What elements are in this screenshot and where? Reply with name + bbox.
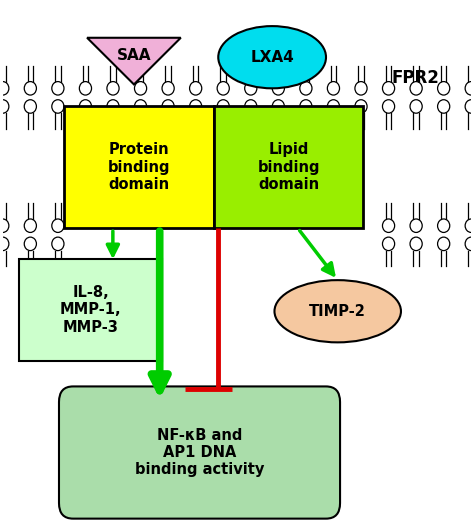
Circle shape — [245, 100, 257, 113]
Circle shape — [465, 237, 474, 250]
Circle shape — [300, 82, 312, 95]
Circle shape — [300, 100, 312, 113]
Circle shape — [24, 82, 36, 95]
Circle shape — [328, 100, 339, 113]
Circle shape — [383, 82, 395, 95]
Circle shape — [465, 219, 474, 233]
FancyBboxPatch shape — [64, 106, 214, 228]
Circle shape — [190, 100, 202, 113]
Text: Protein
binding
domain: Protein binding domain — [108, 143, 170, 192]
Circle shape — [383, 100, 395, 113]
Text: IL-8,
MMP-1,
MMP-3: IL-8, MMP-1, MMP-3 — [60, 285, 121, 335]
Circle shape — [383, 219, 395, 233]
Circle shape — [272, 100, 284, 113]
Circle shape — [24, 237, 36, 250]
Text: FPR2: FPR2 — [392, 69, 439, 87]
Circle shape — [135, 100, 146, 113]
Circle shape — [162, 100, 174, 113]
Circle shape — [79, 82, 91, 95]
Circle shape — [272, 82, 284, 95]
FancyBboxPatch shape — [214, 106, 364, 228]
Circle shape — [162, 82, 174, 95]
Circle shape — [438, 219, 450, 233]
Circle shape — [135, 82, 146, 95]
Circle shape — [438, 237, 450, 250]
Circle shape — [24, 100, 36, 113]
Circle shape — [465, 100, 474, 113]
Circle shape — [24, 219, 36, 233]
Polygon shape — [87, 38, 181, 84]
Circle shape — [410, 237, 422, 250]
Circle shape — [107, 82, 119, 95]
Text: LXA4: LXA4 — [250, 50, 294, 65]
Circle shape — [0, 219, 9, 233]
Text: Lipid
binding
domain: Lipid binding domain — [257, 143, 320, 192]
Circle shape — [245, 82, 257, 95]
FancyBboxPatch shape — [19, 259, 162, 361]
Ellipse shape — [218, 26, 326, 89]
Circle shape — [190, 82, 202, 95]
Circle shape — [217, 100, 229, 113]
Circle shape — [52, 237, 64, 250]
Text: NF-κB and
AP1 DNA
binding activity: NF-κB and AP1 DNA binding activity — [135, 428, 264, 477]
Circle shape — [438, 100, 450, 113]
FancyBboxPatch shape — [59, 386, 340, 519]
Circle shape — [355, 100, 367, 113]
Circle shape — [328, 82, 339, 95]
Circle shape — [107, 100, 119, 113]
Circle shape — [0, 82, 9, 95]
Circle shape — [217, 82, 229, 95]
Circle shape — [383, 237, 395, 250]
Text: SAA: SAA — [117, 48, 151, 63]
Circle shape — [410, 100, 422, 113]
Circle shape — [52, 82, 64, 95]
Circle shape — [0, 237, 9, 250]
Ellipse shape — [274, 280, 401, 342]
Circle shape — [438, 82, 450, 95]
Circle shape — [0, 100, 9, 113]
Circle shape — [79, 100, 91, 113]
Circle shape — [52, 219, 64, 233]
Circle shape — [410, 219, 422, 233]
Circle shape — [52, 100, 64, 113]
Text: TIMP-2: TIMP-2 — [309, 304, 366, 319]
Circle shape — [410, 82, 422, 95]
Circle shape — [355, 82, 367, 95]
Circle shape — [465, 82, 474, 95]
